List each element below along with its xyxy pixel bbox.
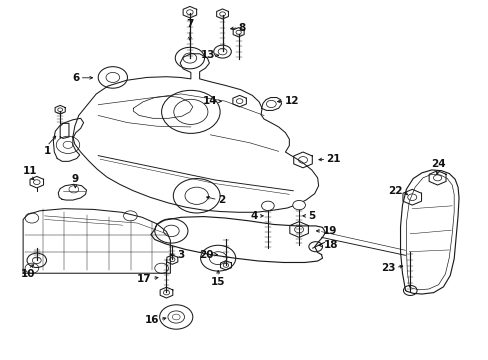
Text: 17: 17 bbox=[137, 274, 152, 284]
Text: 6: 6 bbox=[72, 73, 80, 83]
Text: 13: 13 bbox=[201, 50, 215, 60]
Text: 7: 7 bbox=[186, 19, 193, 30]
Text: 14: 14 bbox=[202, 96, 217, 106]
Text: 4: 4 bbox=[250, 211, 258, 221]
Text: 23: 23 bbox=[380, 262, 395, 273]
Text: 11: 11 bbox=[22, 166, 37, 176]
Text: 5: 5 bbox=[307, 211, 314, 221]
Text: 19: 19 bbox=[322, 226, 336, 236]
Text: 10: 10 bbox=[20, 269, 35, 279]
Text: 20: 20 bbox=[199, 249, 213, 260]
Text: 1: 1 bbox=[43, 146, 51, 156]
Text: 22: 22 bbox=[387, 186, 402, 196]
Circle shape bbox=[292, 201, 305, 210]
Text: 15: 15 bbox=[210, 277, 225, 287]
Text: 9: 9 bbox=[72, 174, 79, 184]
Circle shape bbox=[261, 201, 274, 211]
Text: 21: 21 bbox=[326, 154, 340, 164]
Text: 2: 2 bbox=[217, 195, 224, 205]
Text: 24: 24 bbox=[430, 159, 445, 169]
Text: 8: 8 bbox=[238, 23, 245, 33]
Text: 3: 3 bbox=[177, 250, 184, 260]
Text: 18: 18 bbox=[323, 240, 337, 250]
Text: 16: 16 bbox=[145, 315, 159, 325]
Text: 12: 12 bbox=[284, 96, 298, 106]
